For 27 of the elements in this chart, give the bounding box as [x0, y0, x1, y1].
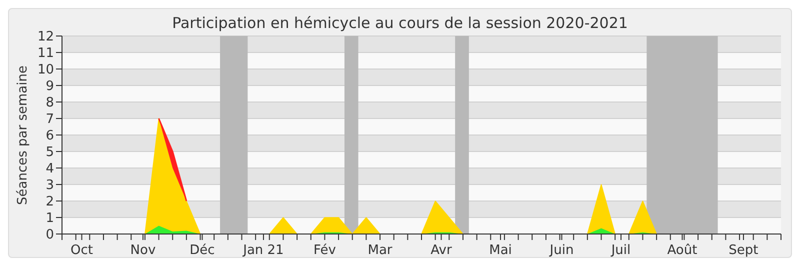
y-tick-label: 11 — [37, 46, 54, 62]
x-tick-label: Mar — [368, 243, 393, 258]
x-tick-label: Jan 21 — [242, 243, 284, 258]
x-tick-label: Sept — [728, 243, 758, 258]
x-tick-label: Déc — [190, 243, 215, 258]
x-tick-label: Oct — [70, 243, 93, 258]
chart-title: Participation en hémicycle au cours de la session 2020-2021 — [172, 14, 628, 32]
x-tick-label: Nov — [130, 243, 156, 258]
x-tick-label: Juil — [610, 243, 631, 258]
x-tick-label: Juin — [548, 243, 574, 258]
y-tick-label: 9 — [46, 79, 54, 94]
y-tick-label: 7 — [46, 112, 54, 128]
y-tick-label: 12 — [37, 30, 54, 45]
y-tick-label: 5 — [46, 145, 54, 160]
y-tick-label: 0 — [46, 228, 54, 243]
x-tick-label: Avr — [430, 243, 452, 258]
x-tick-label: Août — [667, 243, 698, 258]
x-tick-label: Mai — [489, 243, 512, 258]
y-tick-label: 3 — [46, 178, 54, 194]
y-tick-label: 6 — [46, 128, 54, 144]
y-tick-label: 8 — [46, 96, 54, 111]
y-tick-label: 4 — [46, 162, 54, 177]
y-tick-label: 10 — [37, 62, 54, 78]
y-tick-label: 2 — [46, 194, 54, 210]
y-tick-label: 1 — [46, 211, 54, 226]
x-tick-label: Fév — [313, 243, 336, 258]
y-axis-title: Séances par semaine — [16, 66, 31, 205]
